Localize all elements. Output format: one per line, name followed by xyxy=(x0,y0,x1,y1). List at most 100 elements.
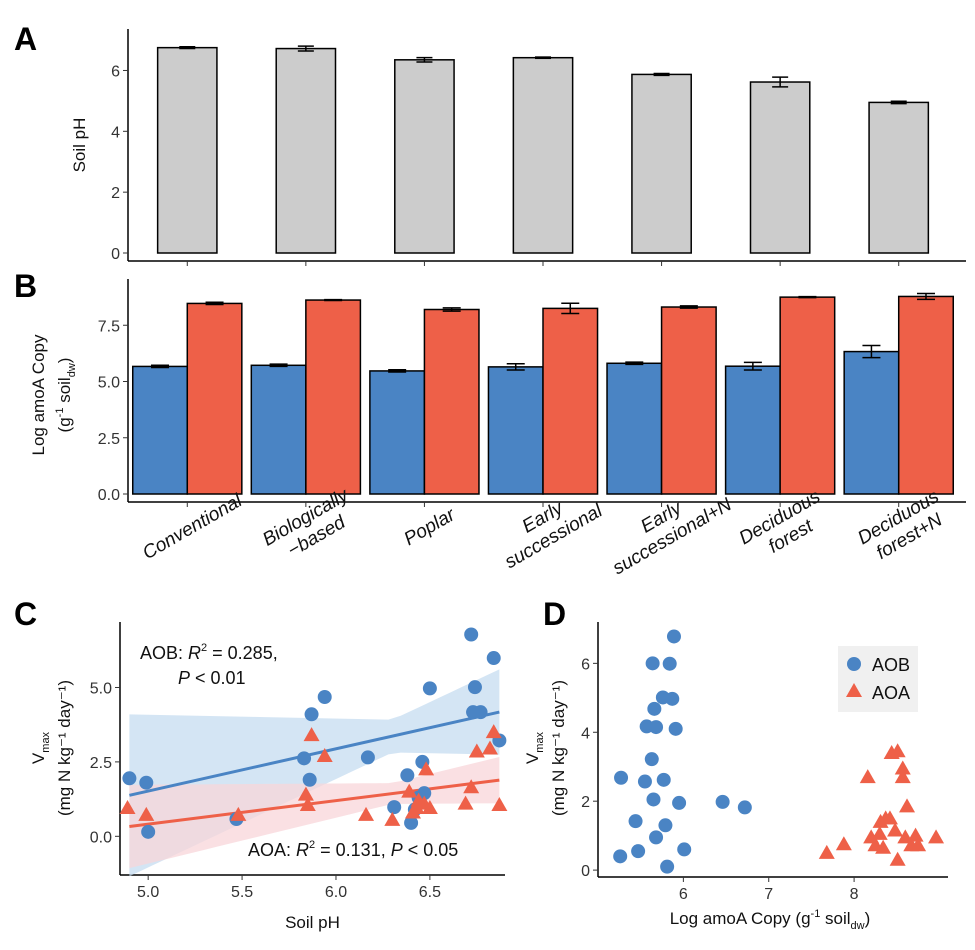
y-tick-label: 5.0 xyxy=(98,375,120,392)
x-tick-label: 5.0 xyxy=(137,884,159,901)
point-aob xyxy=(656,772,671,787)
y-label-sub: max xyxy=(534,731,546,752)
annot-part: AOB: xyxy=(140,643,188,663)
bar xyxy=(631,73,692,254)
point-aoa xyxy=(299,797,316,812)
y-tick-label: 0 xyxy=(111,246,120,263)
point-aoa xyxy=(928,829,945,844)
panel-label-d: D xyxy=(543,596,566,632)
point-aoa xyxy=(894,769,911,784)
category-label: Deciduousforest xyxy=(736,486,836,568)
y-axis-label: Log amoA Copy xyxy=(29,334,48,455)
bar-aob xyxy=(250,364,307,495)
y-tick-label: 4 xyxy=(581,725,590,742)
point-aob xyxy=(715,794,730,809)
y-axis-label-units: (g-1 soildw) xyxy=(54,358,78,433)
bar xyxy=(749,81,811,254)
annot-sup: 2 xyxy=(309,839,315,851)
bar-aob xyxy=(843,350,900,495)
point-aob xyxy=(302,772,317,787)
category-label: Poplar xyxy=(401,504,460,550)
point-aoa xyxy=(468,743,485,758)
point-aob xyxy=(387,800,402,815)
point-aoa xyxy=(875,839,892,854)
x-tick-label: 6.5 xyxy=(419,884,441,901)
annot-part: = 0.131, xyxy=(315,840,391,860)
bar xyxy=(394,59,455,254)
point-aoa xyxy=(384,811,401,826)
y-tick-label: 5.0 xyxy=(90,680,112,697)
point-aob xyxy=(304,707,319,722)
y-tick-label: 2 xyxy=(111,185,120,202)
point-aob xyxy=(644,752,659,767)
bar-aoa xyxy=(186,302,243,495)
y-label-sub: max xyxy=(40,731,52,752)
annot-part: = 0.285, xyxy=(207,643,278,663)
x-tick-label: 8 xyxy=(850,886,859,903)
x-label-sup: -1 xyxy=(811,908,821,920)
point-aoa xyxy=(138,806,155,821)
bar xyxy=(275,47,337,254)
units-sup: -1 xyxy=(54,408,66,418)
category-label-line: Poplar xyxy=(401,504,460,550)
fit-line-aob xyxy=(129,710,500,797)
point-aob xyxy=(668,721,683,736)
point-aob xyxy=(486,651,501,666)
y-axis-label: Vmax xyxy=(523,731,546,764)
point-aob xyxy=(649,830,664,845)
bar-aoa xyxy=(660,306,717,495)
bar xyxy=(868,101,930,254)
y-tick-label: 7.5 xyxy=(98,318,120,335)
point-aob xyxy=(665,691,680,706)
annot-p: P xyxy=(391,840,403,860)
y-tick-label: 0.0 xyxy=(90,829,112,846)
y-tick-label: 0 xyxy=(581,863,590,880)
point-aoa xyxy=(889,743,906,758)
point-aob xyxy=(628,814,643,829)
y-tick-label: 4 xyxy=(111,124,120,141)
bar-aob xyxy=(487,366,544,495)
point-aob xyxy=(737,800,752,815)
annot-sup: 2 xyxy=(201,642,207,654)
bar xyxy=(512,56,574,254)
point-aoa xyxy=(358,806,375,821)
point-aob xyxy=(646,792,661,807)
point-aoa xyxy=(899,798,916,813)
point-aoa xyxy=(418,761,435,776)
legend-aob-marker xyxy=(847,657,861,671)
y-tick-label: 2.5 xyxy=(98,431,120,448)
x-label-part: ) xyxy=(865,909,871,928)
point-aoa xyxy=(119,800,136,815)
annot-r: R xyxy=(188,643,201,663)
x-tick-label: 6.0 xyxy=(325,884,347,901)
units-sub: dw xyxy=(66,363,78,377)
annotation-aoa: AOA: R2 = 0.131, P < 0.05 xyxy=(248,839,458,860)
point-aoa xyxy=(485,724,502,739)
point-aob xyxy=(400,768,415,783)
annot-part: < 0.05 xyxy=(403,840,459,860)
point-aob xyxy=(614,770,629,785)
point-aoa xyxy=(835,836,852,851)
point-aoa xyxy=(889,851,906,866)
panel-label-a: A xyxy=(14,21,37,57)
y-tick-label: 6 xyxy=(111,63,120,80)
point-aob xyxy=(139,775,154,790)
category-label: Biologically−based xyxy=(259,484,364,570)
point-aob xyxy=(672,795,687,810)
point-aoa xyxy=(859,769,876,784)
bar-aob xyxy=(131,365,189,495)
units-part: ) xyxy=(55,358,74,364)
point-aob xyxy=(122,771,137,786)
point-aob xyxy=(467,680,482,695)
panel-label-c: C xyxy=(14,596,37,632)
bar-aob xyxy=(606,362,663,495)
point-aoa xyxy=(457,795,474,810)
point-aob xyxy=(360,750,375,765)
bar-aoa xyxy=(542,307,599,495)
panel-d: 6 7 8 0 2 4 6 Log amoA Copy (g-1 soildw) Vmax (mg… xyxy=(523,622,948,932)
bar-aob xyxy=(369,370,426,495)
point-aoa xyxy=(481,740,498,755)
panel-b: 0.0 2.5 5.0 7.5 Conventional Biologically−bas… xyxy=(29,279,966,579)
legend-aoa-marker xyxy=(846,683,862,697)
